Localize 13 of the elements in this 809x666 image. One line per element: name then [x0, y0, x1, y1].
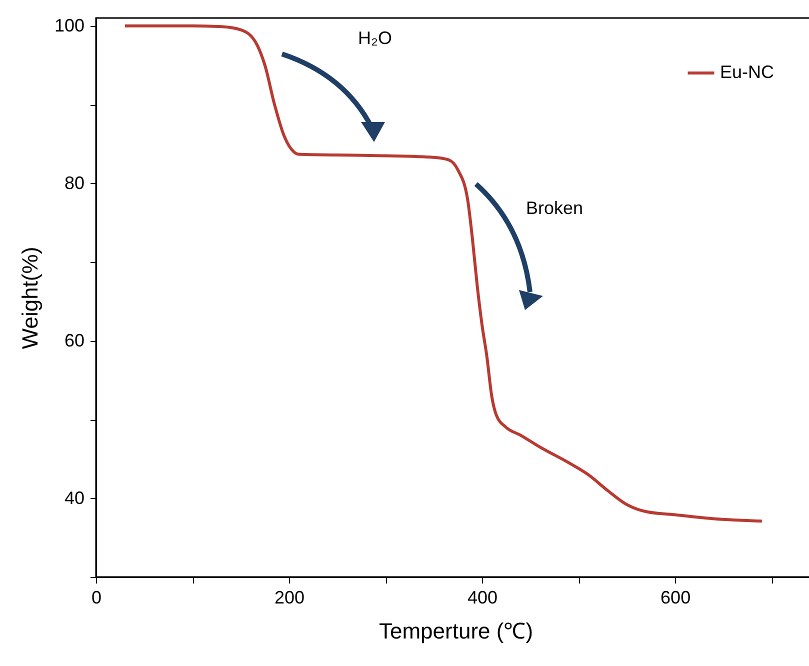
y-tick-label: 60 — [64, 330, 84, 350]
x-tick-label: 200 — [274, 588, 305, 608]
y-tick-label: 80 — [64, 172, 84, 193]
x-tick-label: 600 — [660, 588, 691, 608]
y-tick-label: 40 — [64, 488, 84, 508]
x-axis-title: Temperture (℃) — [378, 618, 534, 644]
y-axis-title: Weight(%) — [17, 246, 42, 350]
annotation: Broken — [526, 198, 584, 218]
x-tick-label: 0 — [91, 588, 102, 608]
annotation: H₂O — [358, 28, 392, 48]
legend-label: Eu-NC — [720, 62, 774, 82]
x-tick-label: 400 — [468, 588, 498, 608]
y-tick-label: 100 — [54, 15, 84, 36]
